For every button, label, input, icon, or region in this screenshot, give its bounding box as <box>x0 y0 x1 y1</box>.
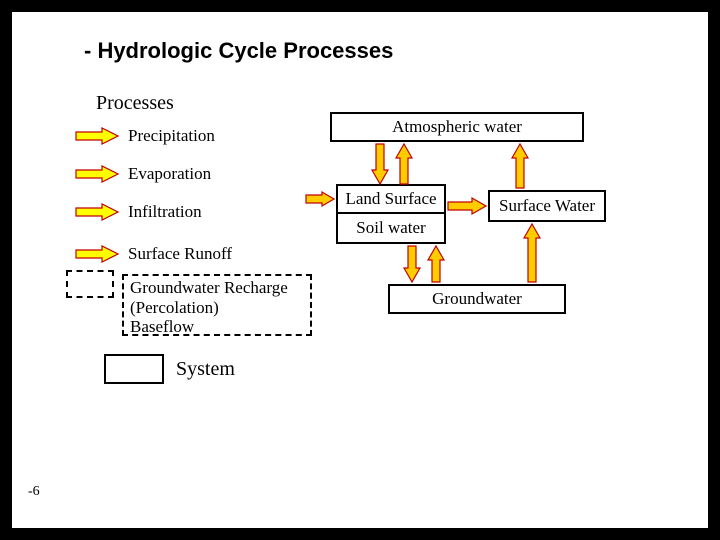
process-label: Groundwater Recharge (Percolation) Basef… <box>130 278 304 337</box>
legend-arrow-icon <box>76 246 118 262</box>
groundwater-box: Groundwater <box>388 284 566 314</box>
process-label-line: (Percolation) <box>130 298 219 317</box>
legend-arrow-icon <box>76 204 118 220</box>
system-heading: System <box>176 358 235 381</box>
connector-arrow-right-icon <box>448 198 486 214</box>
connector-arrow-up-icon <box>428 246 444 282</box>
processes-heading: Processes <box>96 92 174 115</box>
process-label: Infiltration <box>128 202 202 222</box>
land-surface-box: Land Surface <box>336 184 446 214</box>
dashed-process-box: Groundwater Recharge (Percolation) Basef… <box>122 274 312 336</box>
process-label: Evaporation <box>128 164 211 184</box>
connector-arrow-up-icon <box>524 224 540 282</box>
connector-arrow-down-icon <box>372 144 388 184</box>
surface-water-box: Surface Water <box>488 190 606 222</box>
connector-arrow-up-icon <box>512 144 528 188</box>
slide-title: - Hydrologic Cycle Processes <box>84 38 393 64</box>
process-label: Precipitation <box>128 126 215 146</box>
process-label: Surface Runoff <box>128 244 232 264</box>
connector-arrow-down-icon <box>404 246 420 282</box>
connector-arrow-up-icon <box>396 144 412 184</box>
connector-arrow-right-icon <box>306 192 334 206</box>
legend-arrow-icon <box>76 128 118 144</box>
process-label-line: Baseflow <box>130 317 194 336</box>
system-legend-box <box>104 354 164 384</box>
process-label-line: Groundwater Recharge <box>130 278 288 297</box>
page-number: -6 <box>28 484 40 500</box>
atmospheric-water-box: Atmospheric water <box>330 112 584 142</box>
dashed-legend-box <box>66 270 114 298</box>
soil-water-box: Soil water <box>336 214 446 244</box>
legend-arrow-icon <box>76 166 118 182</box>
slide-canvas: - Hydrologic Cycle Processes Processes P… <box>12 12 708 528</box>
